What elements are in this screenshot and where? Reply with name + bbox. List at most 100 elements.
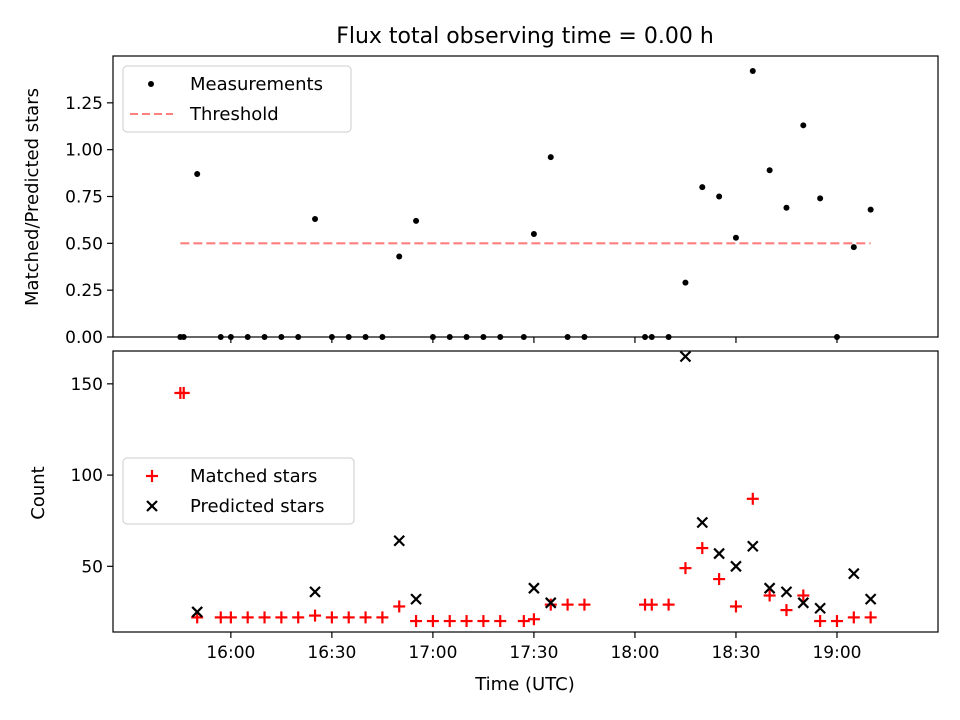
top-legend: Measurements Threshold [122, 65, 352, 133]
measurement-point [530, 230, 537, 237]
top-y-tick-label: 0.75 [65, 188, 103, 208]
matched-star-point [517, 615, 530, 628]
matched-star-point [797, 589, 810, 602]
predicted-star-point [410, 593, 422, 605]
predicted-star-point [696, 516, 709, 529]
bottom-x-axis-label: Time (UTC) [474, 674, 575, 695]
matched-star-point [713, 573, 726, 586]
top-y-tick-label: 0.50 [65, 234, 103, 254]
measurement-point [800, 122, 807, 129]
bottom-y-ticks: 50 100 150 [71, 375, 113, 577]
top-y-tick-label: 1.00 [65, 141, 103, 161]
measurement-point [749, 67, 756, 74]
predicted-star-point [544, 597, 557, 609]
bottom-marks [174, 350, 877, 628]
matched-star-point [645, 598, 658, 611]
matched-star-point [309, 609, 322, 622]
bottom-x-tick-label: 18:00 [610, 643, 659, 663]
matched-star-point [410, 615, 423, 628]
predicted-star-point [730, 560, 742, 573]
measurement-point [194, 171, 201, 178]
measurement-point [783, 204, 790, 211]
legend-predicted-label: Predicted stars [190, 496, 324, 517]
matched-star-point [578, 598, 591, 611]
matched-star-point [376, 611, 389, 624]
matched-star-point [780, 604, 793, 617]
matched-star-point [847, 611, 860, 624]
matched-star-point [561, 598, 574, 611]
top-marks [177, 67, 874, 340]
measurement-point [547, 154, 554, 161]
legend-measurements-marker [148, 81, 154, 87]
predicted-star-point [848, 567, 860, 580]
matched-star-point [746, 492, 759, 505]
bottom-x-tick-label: 18:30 [711, 643, 760, 663]
top-panel: 0.00 0.25 0.50 0.75 1.00 1.25 Matched/Predict… [22, 55, 939, 348]
matched-star-point [864, 611, 877, 624]
matched-star-point [494, 615, 507, 628]
top-y-ticks: 0.00 0.25 0.50 0.75 1.00 1.25 [65, 94, 113, 348]
predicted-star-point [528, 582, 540, 594]
legend-measurements-label: Measurements [190, 74, 323, 95]
bottom-x-tick-label: 17:00 [408, 643, 457, 663]
matched-star-point [426, 615, 439, 628]
predicted-star-point [780, 586, 793, 598]
matched-star-point [729, 600, 742, 613]
matched-star-point [214, 611, 227, 624]
matched-star-point [527, 613, 540, 626]
matched-star-point [241, 611, 254, 624]
top-chart-title: Flux total observing time = 0.00 h [336, 24, 714, 49]
measurement-point [396, 253, 403, 260]
bottom-y-tick-label: 50 [81, 557, 103, 577]
top-y-tick-label: 0.25 [65, 281, 103, 301]
measurement-point [850, 244, 857, 251]
matched-star-point [830, 615, 843, 628]
matched-star-point [679, 562, 692, 575]
bottom-x-tick-label: 19:00 [812, 643, 861, 663]
measurement-point [682, 279, 689, 286]
matched-star-point [814, 615, 827, 628]
measurement-point [312, 215, 319, 222]
bottom-x-tick-label: 17:30 [509, 643, 558, 663]
bottom-x-tick-label: 16:00 [206, 643, 255, 663]
bottom-y-tick-label: 100 [71, 466, 103, 486]
matched-star-point [359, 611, 372, 624]
matched-star-point [662, 598, 675, 611]
top-x-ticks [230, 337, 838, 343]
matched-star-point [460, 615, 473, 628]
top-legend-box [122, 65, 352, 133]
top-y-tick-label: 0.00 [65, 328, 103, 348]
matched-star-point [325, 611, 338, 624]
top-y-axis-label: Matched/Predicted stars [22, 88, 43, 306]
predicted-star-point [713, 547, 725, 560]
top-y-tick-label: 1.25 [65, 94, 103, 114]
measurement-point [867, 206, 874, 213]
predicted-star-point [797, 597, 810, 609]
predicted-star-point [864, 593, 877, 605]
bottom-x-ticks: 16:00 16:30 17:00 17:30 18:00 18:30 19:00 [206, 632, 861, 663]
matched-star-point [393, 600, 406, 613]
measurement-point [817, 195, 824, 202]
legend-threshold-label: Threshold [189, 104, 279, 125]
matched-star-point [292, 611, 305, 624]
predicted-star-point [747, 540, 759, 553]
predicted-star-point [393, 534, 406, 547]
predicted-star-point [679, 350, 692, 363]
matched-star-point [696, 542, 709, 555]
predicted-star-point [191, 606, 203, 618]
bottom-y-axis-label: Count [28, 466, 49, 519]
measurement-point [716, 193, 723, 200]
predicted-star-point [814, 602, 826, 615]
measurement-point [766, 167, 773, 174]
matched-star-point [177, 386, 190, 399]
legend-matched-label: Matched stars [190, 466, 317, 487]
matched-star-point [544, 598, 557, 611]
measurement-point [699, 184, 706, 191]
bottom-y-tick-label: 150 [71, 375, 103, 395]
matched-star-point [258, 611, 271, 624]
measurement-point [413, 217, 420, 224]
legend-matched-marker [146, 470, 158, 482]
matched-star-point [477, 615, 490, 628]
